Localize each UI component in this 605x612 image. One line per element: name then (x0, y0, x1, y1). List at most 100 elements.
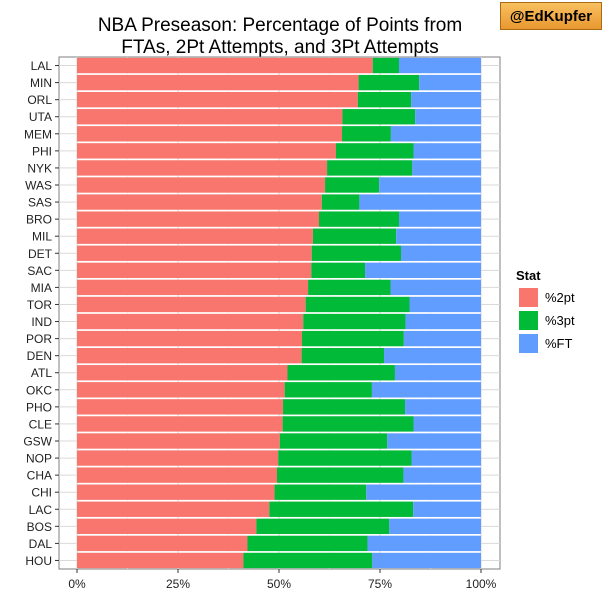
bar-mil-3pt (312, 228, 397, 244)
bar-was-2pt (77, 177, 326, 193)
x-axis: 0% 25% 50% 75% 100% (68, 569, 497, 591)
bar-mem-3pt (342, 126, 391, 142)
y-tick-label: CHA (27, 469, 52, 483)
bar-uta-2pt (77, 109, 343, 125)
bar-pho-ft (405, 399, 481, 415)
y-tick-label: MIL (32, 230, 52, 244)
y-tick-label: IND (31, 315, 52, 329)
legend-label-ft: %FT (545, 336, 573, 351)
bar-mil-2pt (77, 228, 313, 244)
bar-nyk-ft (412, 160, 481, 176)
bar-ind-3pt (303, 313, 406, 330)
bar-nop-3pt (278, 450, 412, 466)
bar-hou-3pt (243, 552, 373, 569)
bar-por-ft (403, 330, 481, 347)
bar-sas-3pt (321, 194, 360, 210)
y-tick-label: ATL (31, 366, 52, 380)
bar-hou-2pt (77, 552, 244, 569)
bar-dal-ft (367, 535, 481, 552)
bar-mia-3pt (308, 279, 391, 296)
bar-mem-ft (390, 126, 481, 142)
bars (77, 57, 481, 569)
bar-cle-3pt (282, 416, 414, 432)
bar-lal-ft (398, 57, 481, 74)
y-tick-label: DAL (29, 537, 53, 551)
bar-det-3pt (311, 245, 402, 261)
bar-phi-2pt (77, 143, 336, 159)
bar-dal-2pt (77, 535, 248, 552)
bar-gsw-2pt (77, 433, 280, 449)
y-tick-label: HOU (25, 554, 52, 568)
bar-chi-ft (366, 484, 481, 500)
bar-min-2pt (77, 74, 359, 91)
bar-sac-3pt (311, 262, 366, 279)
bar-por-2pt (77, 330, 303, 347)
bar-lac-3pt (269, 501, 414, 517)
bar-orl-ft (411, 91, 481, 108)
bar-atl-3pt (287, 365, 395, 381)
bar-lal-2pt (77, 57, 373, 74)
bar-sac-2pt (77, 262, 312, 279)
bar-tor-3pt (305, 296, 410, 313)
y-tick-label: CLE (29, 417, 52, 431)
bar-pho-2pt (77, 399, 284, 415)
bar-cle-2pt (77, 416, 283, 432)
y-tick-label: NOP (26, 452, 52, 466)
bar-lal-3pt (372, 57, 399, 74)
bar-den-3pt (301, 347, 385, 364)
legend-label-3pt: %3pt (545, 313, 575, 328)
bar-cha-ft (403, 467, 481, 483)
legend-key-2pt (518, 287, 539, 308)
y-tick-label: TOR (27, 298, 52, 312)
bar-bos-2pt (77, 518, 257, 535)
y-tick-label: BRO (26, 213, 52, 227)
bar-sas-2pt (77, 194, 322, 210)
bar-uta-ft (415, 109, 481, 125)
bar-lac-ft (413, 501, 481, 517)
bar-orl-3pt (357, 91, 412, 108)
bar-det-ft (401, 245, 481, 261)
y-tick-label: SAS (28, 196, 52, 210)
y-tick-label: UTA (29, 110, 52, 124)
y-tick-label: NYK (27, 161, 52, 175)
bar-nop-2pt (77, 450, 279, 466)
bar-bos-3pt (256, 518, 390, 535)
bar-phi-3pt (335, 143, 414, 159)
bar-ind-2pt (77, 313, 304, 330)
bar-den-ft (384, 347, 481, 364)
x-tick-label: 0% (68, 577, 86, 591)
y-tick-label: GSW (23, 435, 52, 449)
x-tick-label: 50% (267, 577, 291, 591)
bar-atl-2pt (77, 365, 288, 381)
bar-nyk-3pt (327, 160, 413, 176)
y-tick-label: POR (26, 332, 52, 346)
bar-dal-3pt (247, 535, 368, 552)
author-badge: @EdKupfer (500, 2, 602, 30)
bar-gsw-3pt (279, 433, 388, 449)
bar-pho-3pt (283, 399, 406, 415)
bar-mia-ft (390, 279, 481, 296)
bar-cha-2pt (77, 467, 277, 483)
legend-item-3pt: %3pt (516, 309, 575, 332)
y-tick-label: PHI (32, 144, 52, 158)
bar-hou-ft (372, 552, 481, 569)
legend-item-2pt: %2pt (516, 286, 575, 309)
x-tick-label: 75% (368, 577, 392, 591)
bar-bro-ft (398, 211, 481, 227)
bar-bro-2pt (77, 211, 319, 227)
y-tick-label: MIN (30, 76, 52, 90)
x-tick-label: 100% (466, 577, 497, 591)
bar-tor-2pt (77, 296, 306, 313)
y-tick-label: CHI (31, 486, 52, 500)
chart-title-line-1: NBA Preseason: Percentage of Points from (97, 15, 463, 36)
bar-nyk-2pt (77, 160, 328, 176)
y-tick-label: OKC (26, 383, 52, 397)
y-tick-label: LAL (31, 59, 53, 73)
bar-nop-ft (411, 450, 481, 466)
legend-key-3pt (518, 310, 539, 331)
y-tick-label: SAC (27, 264, 52, 278)
y-axis: LAL MIN ORL UTA MEM PHI NYK WAS SAS BRO MIL DET SAC M… (23, 59, 59, 568)
bar-mem-2pt (77, 126, 343, 142)
y-tick-label: LAC (29, 503, 53, 517)
